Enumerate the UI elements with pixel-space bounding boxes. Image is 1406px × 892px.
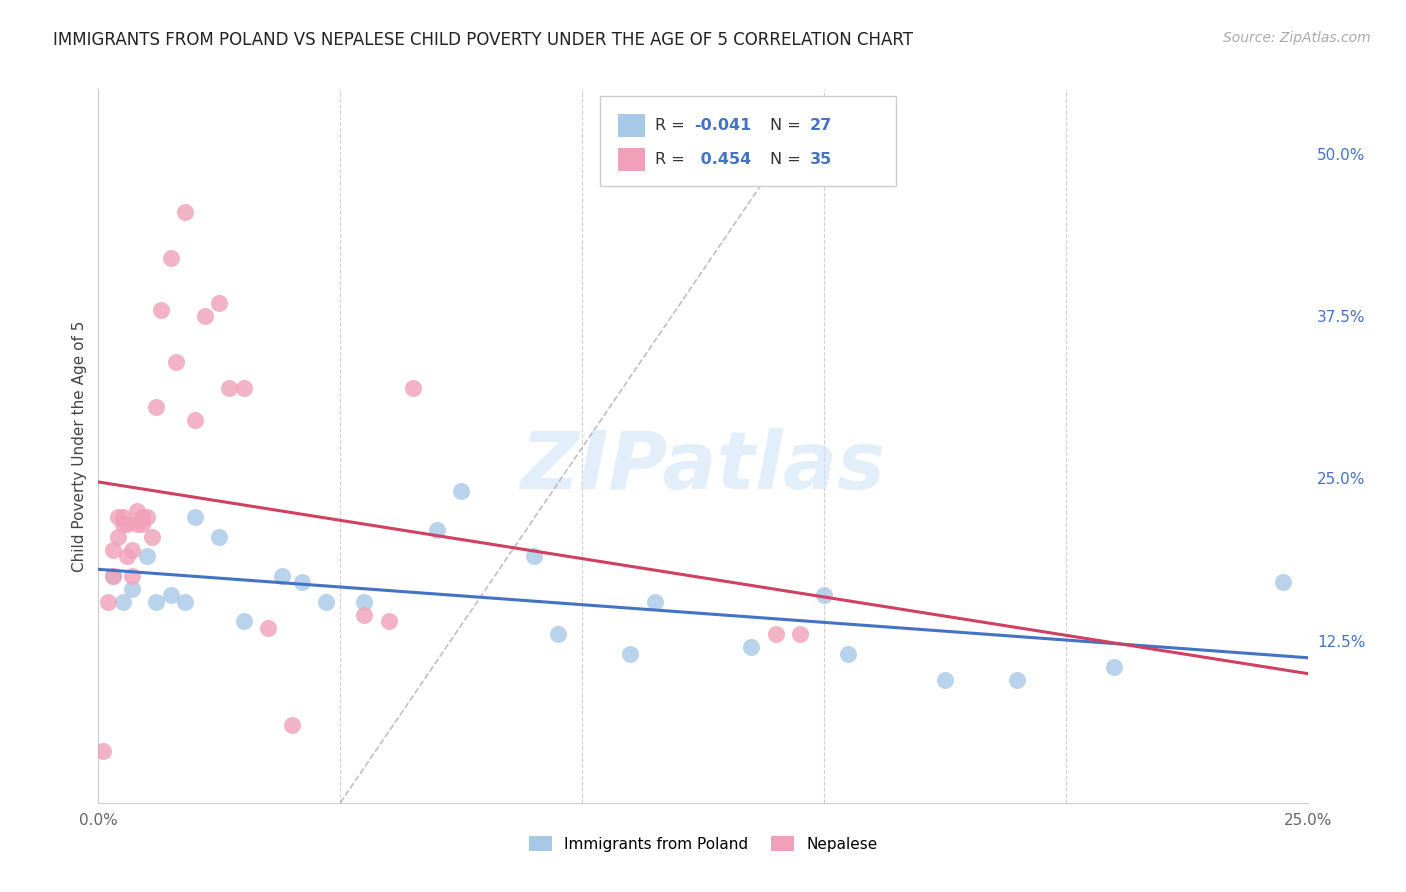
Text: 27: 27 [810, 118, 832, 133]
Point [813, 588, 835, 602]
Point [1102, 659, 1125, 673]
Point [107, 510, 129, 524]
Point [160, 588, 183, 602]
Point [131, 516, 153, 531]
Point [107, 530, 129, 544]
Point [208, 530, 231, 544]
Point [934, 673, 956, 687]
Point [145, 400, 167, 414]
Point [315, 595, 337, 609]
Point [837, 647, 859, 661]
Point [101, 568, 124, 582]
Bar [619, 114, 645, 137]
Point [97, 595, 120, 609]
Point [271, 568, 294, 582]
Point [232, 381, 254, 395]
Point [150, 302, 173, 317]
Point [184, 413, 207, 427]
Point [353, 607, 375, 622]
Point [1007, 673, 1029, 687]
Point [281, 718, 304, 732]
Point [131, 510, 153, 524]
Point [194, 310, 217, 324]
Legend: Immigrants from Poland, Nepalese: Immigrants from Poland, Nepalese [522, 828, 884, 859]
Text: IMMIGRANTS FROM POLAND VS NEPALESE CHILD POVERTY UNDER THE AGE OF 5 CORRELATION : IMMIGRANTS FROM POLAND VS NEPALESE CHILD… [53, 31, 914, 49]
Point [208, 296, 231, 310]
Point [1272, 575, 1295, 590]
Text: R =: R = [655, 153, 689, 168]
Point [141, 530, 163, 544]
Point [218, 381, 240, 395]
Text: 35: 35 [810, 153, 832, 168]
Point [290, 575, 312, 590]
Point [121, 542, 143, 557]
Point [135, 510, 157, 524]
Point [232, 614, 254, 628]
Y-axis label: Child Poverty Under the Age of 5: Child Poverty Under the Age of 5 [72, 320, 87, 572]
Point [117, 549, 139, 564]
Point [426, 524, 449, 538]
Point [111, 516, 134, 531]
Point [174, 595, 197, 609]
Text: 0.454: 0.454 [695, 153, 751, 168]
Point [121, 582, 143, 596]
Text: Source: ZipAtlas.com: Source: ZipAtlas.com [1223, 31, 1371, 45]
Text: N =: N = [769, 118, 806, 133]
Point [353, 595, 375, 609]
Point [765, 627, 787, 641]
Point [450, 484, 472, 499]
Point [135, 549, 157, 564]
Point [160, 251, 183, 265]
Point [101, 568, 124, 582]
Point [127, 504, 149, 518]
Point [523, 549, 546, 564]
Point [402, 381, 425, 395]
Point [165, 354, 187, 368]
Point [111, 595, 134, 609]
Point [547, 627, 569, 641]
Point [174, 205, 197, 219]
Text: -0.041: -0.041 [695, 118, 752, 133]
Point [117, 516, 139, 531]
Point [619, 647, 641, 661]
Point [121, 568, 143, 582]
Point [145, 595, 167, 609]
FancyBboxPatch shape [600, 96, 897, 186]
Text: R =: R = [655, 118, 689, 133]
Point [101, 542, 124, 557]
Text: N =: N = [769, 153, 806, 168]
Point [740, 640, 762, 654]
Point [644, 595, 666, 609]
Point [91, 744, 114, 758]
Bar [619, 148, 645, 171]
Point [789, 627, 811, 641]
Point [111, 510, 134, 524]
Point [377, 614, 399, 628]
Text: ZIPatlas: ZIPatlas [520, 428, 886, 507]
Point [184, 510, 207, 524]
Point [127, 516, 149, 531]
Point [256, 621, 278, 635]
